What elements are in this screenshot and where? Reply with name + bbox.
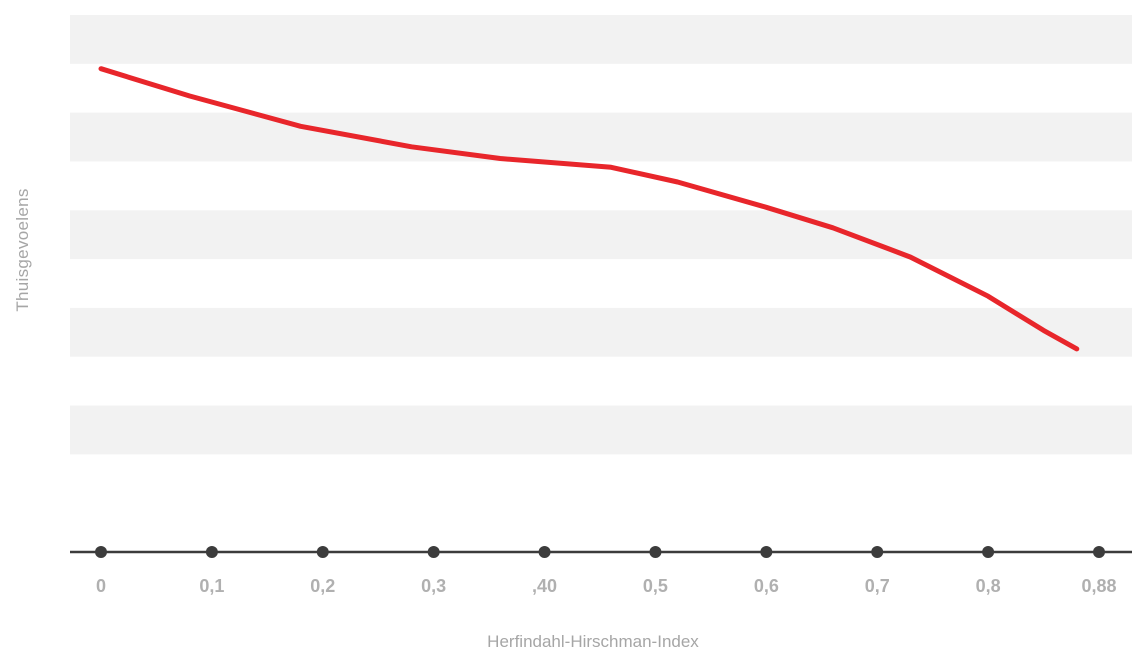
x-tick-label: 0,1 <box>199 576 224 596</box>
grid-band <box>70 210 1132 260</box>
x-tick-dot <box>427 546 440 558</box>
grid-band <box>70 307 1132 357</box>
x-tick-label: 0,3 <box>421 576 446 596</box>
x-tick-dot <box>205 546 218 558</box>
x-tick-dot <box>982 546 995 558</box>
grid-band <box>70 15 1132 64</box>
x-tick-label: 0,5 <box>643 576 668 596</box>
x-axis-tick-labels: 0 0,1 0,2 0,3 ,40 0,5 0,6 0,7 0,8 0,88 <box>96 576 1117 596</box>
series-group <box>98 66 1080 352</box>
x-tick-label: 0,7 <box>865 576 890 596</box>
grid-bands <box>70 15 1132 455</box>
x-tick-label: 0,88 <box>1081 576 1116 596</box>
grid-band <box>70 405 1132 455</box>
x-tick-dot <box>316 546 329 558</box>
x-tick-dot <box>760 546 773 558</box>
x-axis-label: Herfindahl-Hirschman-Index <box>487 632 699 651</box>
x-tick-label: 0 <box>96 576 106 596</box>
x-tick-dot <box>871 546 884 558</box>
x-axis-tick-dots <box>95 546 1105 558</box>
x-tick-label: 0,8 <box>976 576 1001 596</box>
x-tick-label: 0,6 <box>754 576 779 596</box>
x-axis: 0 0,1 0,2 0,3 ,40 0,5 0,6 0,7 0,8 0,88 <box>70 546 1132 596</box>
x-tick-dot <box>538 546 551 558</box>
x-tick-dot <box>1093 546 1105 558</box>
x-tick-label: ,40 <box>532 576 557 596</box>
grid-band <box>70 112 1132 162</box>
series-line <box>98 66 1080 352</box>
x-tick-dot <box>649 546 662 558</box>
x-tick-dot <box>95 546 107 558</box>
x-tick-label: 0,2 <box>310 576 335 596</box>
y-axis-label: Thuisgevoelens <box>13 188 32 311</box>
